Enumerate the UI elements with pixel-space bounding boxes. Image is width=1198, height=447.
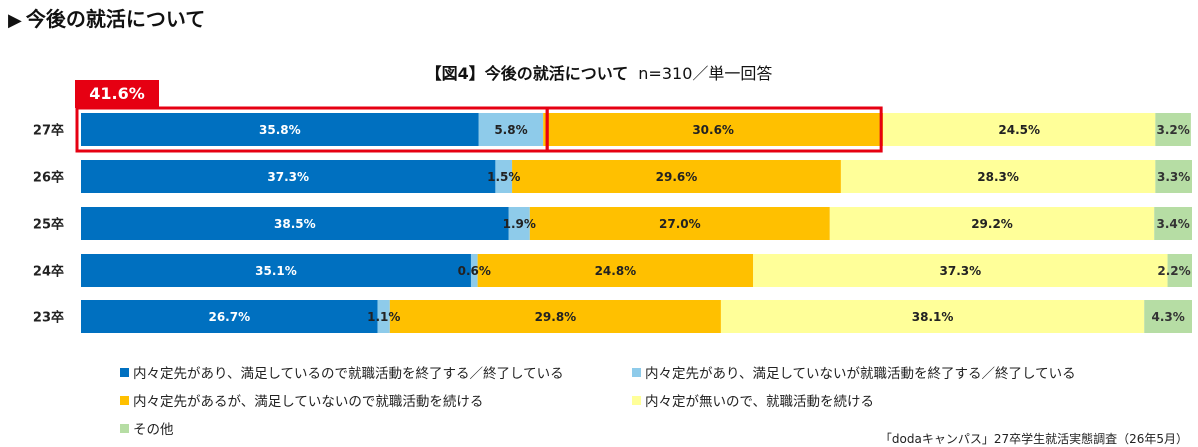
bar-segment (1155, 113, 1191, 146)
bar-segment (1144, 300, 1192, 333)
legend-label: その他 (133, 422, 174, 438)
bar-segment (543, 113, 884, 146)
legend-label: 内々定先があり、満足しているので就職活動を終了する／終了している (133, 366, 564, 382)
data-label: 29.6% (656, 170, 698, 184)
chart-title: 【図4】今後の就活について n=310／単一回答 (0, 60, 1198, 84)
bar-segment (470, 254, 478, 287)
stacked-bar-chart: 27卒 35.8% 5.8% 30.6% 24.5% 3.2% 26卒 37.3% 1.5% 29… (33, 80, 1192, 333)
bar-segment (840, 160, 1156, 193)
data-label: 28.3% (977, 170, 1019, 184)
category-label: 23卒 (33, 310, 64, 326)
callout-label: 41.6% (89, 84, 145, 103)
bar-segment (883, 113, 1156, 146)
legend-swatch (120, 423, 129, 433)
chart-subtitle: n=310／単一回答 (638, 64, 773, 83)
legend-label: 内々定先があるが、満足していないので就職活動を続ける (133, 394, 484, 410)
bar-segment (389, 300, 721, 333)
bar-segment (529, 207, 830, 240)
data-label: 0.6% (458, 264, 491, 278)
legend-swatch (632, 367, 641, 377)
data-label: 2.2% (1157, 264, 1190, 278)
data-label: 3.4% (1156, 217, 1189, 231)
bar-segment (81, 254, 471, 287)
data-label: 24.5% (998, 123, 1040, 137)
data-label: 24.8% (595, 264, 637, 278)
callout-tag (75, 80, 159, 108)
legend-swatch (632, 395, 641, 405)
data-label: 4.3% (1151, 310, 1184, 324)
bar-segment (477, 254, 754, 287)
data-label: 1.1% (367, 310, 400, 324)
data-label: 29.8% (535, 310, 577, 324)
data-label: 3.2% (1156, 123, 1189, 137)
category-label: 25卒 (33, 217, 64, 233)
legend-swatch (120, 367, 129, 377)
data-label: 37.3% (267, 170, 309, 184)
legend-item: その他 (120, 418, 174, 438)
data-label: 30.6% (692, 123, 734, 137)
bar-segment (753, 254, 1168, 287)
bar-segment (508, 207, 530, 240)
bar-segment (512, 160, 841, 193)
bar-segment (377, 300, 390, 333)
legend-item: 内々定先があるが、満足していないので就職活動を続ける (120, 390, 483, 410)
source-note: 「dodaキャンパス」27卒学生就活実態調査（26年5月） (879, 432, 1188, 446)
legend-label: 内々定先があり、満足していないが就職活動を終了する／終了している (645, 366, 1076, 382)
chart-legend: 内々定先があり、満足しているので就職活動を終了する／終了している 内々定先があり、… (120, 360, 1180, 440)
chart-title-text: 【図4】今後の就活について (425, 64, 629, 83)
data-label: 27.0% (659, 217, 701, 231)
bar-segment (81, 207, 509, 240)
legend-label: 内々定が無いので、就職活動を続ける (645, 394, 874, 410)
legend-item: 内々定先があり、満足していないが就職活動を終了する／終了している (632, 362, 1076, 382)
bar-segment (1154, 207, 1192, 240)
bar-segment (478, 113, 544, 146)
category-label: 26卒 (33, 170, 64, 186)
category-label: 27卒 (33, 123, 64, 139)
bar-segment (81, 113, 479, 146)
section-heading: ▶ 今後の就活について (8, 3, 205, 32)
data-label: 1.9% (503, 217, 536, 231)
legend-swatch (120, 395, 129, 405)
data-label: 37.3% (940, 264, 982, 278)
data-label: 5.8% (494, 123, 527, 137)
data-label: 1.5% (487, 170, 520, 184)
bar-segment (81, 160, 496, 193)
bar-segment (1167, 254, 1192, 287)
category-label: 24卒 (33, 264, 64, 280)
bar-segment (720, 300, 1145, 333)
data-label: 38.1% (912, 310, 954, 324)
bar-segment (495, 160, 513, 193)
data-label: 26.7% (208, 310, 250, 324)
data-label: 35.1% (255, 264, 297, 278)
data-label: 29.2% (971, 217, 1013, 231)
legend-item: 内々定先があり、満足しているので就職活動を終了する／終了している (120, 362, 564, 382)
highlight-frame (545, 106, 883, 153)
bar-segment (829, 207, 1155, 240)
data-label: 38.5% (274, 217, 316, 231)
section-heading-text: 今後の就活について (25, 7, 206, 31)
bar-segment (81, 300, 378, 333)
triangle-marker-icon: ▶ (8, 10, 22, 31)
data-label: 3.3% (1157, 170, 1190, 184)
bar-segment (1155, 160, 1192, 193)
legend-item: 内々定が無いので、就職活動を続ける (632, 390, 874, 410)
data-label: 35.8% (259, 123, 301, 137)
